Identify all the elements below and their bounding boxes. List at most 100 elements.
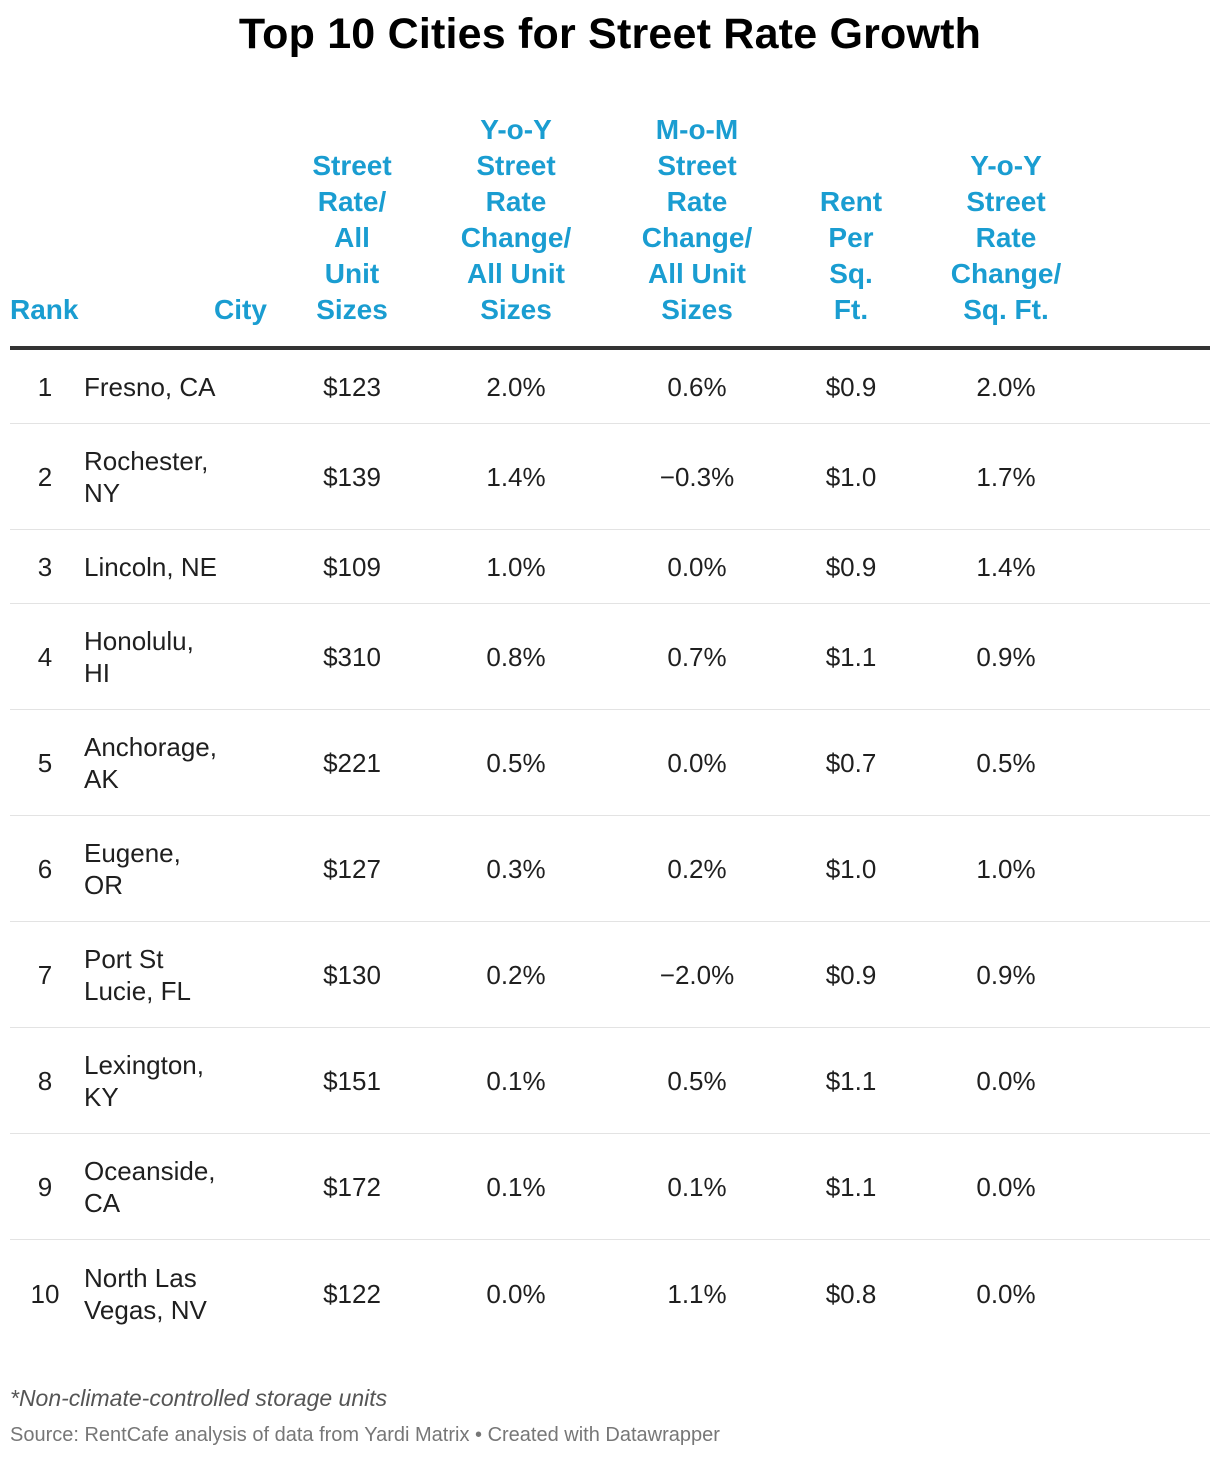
column-header-mom-all[interactable]: M-o-M Street Rate Change/All Unit Sizes (606, 112, 788, 350)
column-header-rent-sqft[interactable]: Rent Per Sq. Ft. (788, 112, 914, 350)
column-header-storage-cut[interactable]: SStoSqPCa (1098, 112, 1210, 350)
street-rate-cell: $139 (278, 423, 426, 530)
rank-cell: 6 (10, 815, 80, 922)
street-rate-cell: $122 (323, 1278, 381, 1309)
yoy-sqft-cell: 0.0% (976, 1278, 1036, 1309)
street-rate-cell: $123 (278, 348, 426, 424)
header-line: Street (312, 150, 392, 181)
yoy-sqft-cell: 0.0% (914, 1027, 1098, 1134)
yoy-sqft-cell: 0.9% (914, 921, 1098, 1028)
header-line: Rate (485, 186, 547, 217)
header-line: Sq. (829, 258, 873, 289)
header-line: Change/ (460, 222, 572, 253)
rank-cell: 3 (10, 529, 80, 604)
header-line: All (334, 222, 370, 253)
yoy-sqft-cell: 0.0% (914, 1133, 1098, 1240)
street-rate-cell: $130 (278, 921, 426, 1028)
mom-all-cell: 0.6% (606, 348, 788, 424)
header-line: Rate/ (317, 186, 387, 217)
rent-sqft-cell: $0.9 (788, 348, 914, 424)
header-line: Street (966, 186, 1046, 217)
header-line: City (214, 294, 267, 325)
yoy-sqft-cell: 0.5% (914, 709, 1098, 816)
street-rate-cell: $221 (278, 709, 426, 816)
street-rate-cell: $127 (278, 815, 426, 922)
yoy-all-cell: 0.5% (426, 709, 606, 816)
rank-cell: 9 (10, 1133, 80, 1240)
mom-all-cell: 0.0% (606, 709, 788, 816)
yoy-all-cell: 0.0% (486, 1278, 546, 1309)
header-row: Rank City Street Rate/All Unit Sizes Y-o-Y S… (10, 112, 1210, 350)
yoy-all-cell: 0.1% (426, 1027, 606, 1134)
header-line: Street (476, 150, 556, 181)
column-header-street-rate[interactable]: Street Rate/All Unit Sizes (278, 112, 426, 350)
rent-sqft-cell: $1.0 (788, 815, 914, 922)
yoy-all-cell: 1.4% (426, 423, 606, 530)
header-line: Rate (975, 222, 1037, 253)
header-line: All Unit (648, 258, 746, 289)
yoy-sqft-cell: 1.4% (914, 529, 1098, 604)
rent-sqft-cell: $0.9 (788, 529, 914, 604)
storage-cut-cell: 6 (1098, 529, 1210, 604)
city-cell: Anchorage, AK (80, 709, 278, 816)
yoy-all-cell: 1.0% (426, 529, 606, 604)
street-rate-cell: $109 (278, 529, 426, 604)
city-cell: Port St Lucie, FL (80, 921, 278, 1028)
storage-cut-cell: 7 (1098, 815, 1210, 922)
city-cell: Fresno, CA (80, 348, 278, 424)
column-header-yoy-all[interactable]: Y-o-Y Street Rate Change/All Unit Sizes (426, 112, 606, 350)
header-line: Per (828, 222, 874, 253)
footnote: *Non-climate-controlled storage units (10, 1385, 388, 1411)
rank-cell: 8 (10, 1027, 80, 1134)
storage-cut-cell: 4 (1098, 921, 1210, 1028)
city-cell: Lincoln, NE (80, 529, 278, 604)
yoy-all-cell: 0.2% (426, 921, 606, 1028)
yoy-all-cell: 0.8% (426, 603, 606, 710)
street-rate-cell: $172 (278, 1133, 426, 1240)
mom-all-cell: 0.2% (606, 815, 788, 922)
header-line: Rate (666, 186, 728, 217)
mom-all-cell: 0.5% (606, 1027, 788, 1134)
yoy-sqft-cell: 2.0% (914, 348, 1098, 424)
yoy-sqft-cell: 1.7% (914, 423, 1098, 530)
mom-all-cell: 0.1% (606, 1133, 788, 1240)
street-rate-cell: $151 (278, 1027, 426, 1134)
header-line: Sizes (316, 294, 388, 325)
header-line: Change/ (641, 222, 753, 253)
rank-cell: 1 (10, 348, 80, 424)
header-line: Rank (10, 294, 79, 325)
yoy-sqft-cell: 1.0% (914, 815, 1098, 922)
column-header-yoy-sqft[interactable]: Y-o-Y Street Rate Change/Sq. Ft. (914, 112, 1098, 350)
city-cell: Rochester, NY (80, 423, 278, 530)
table-row: 10 North Las Vegas, NV $122 0.0% 1.1% $0.8 0.0%… (10, 1240, 1210, 1348)
rank-cell: 5 (10, 709, 80, 816)
data-table: Rank City Street Rate/All Unit Sizes Y-o-Y S… (10, 112, 1210, 1347)
header-line: All Unit (467, 258, 565, 289)
source-credit: Source: RentCafe analysis of data from Y… (10, 1424, 720, 1446)
header-line: Rent (819, 186, 883, 217)
header-line: Y-o-Y (970, 150, 1042, 181)
column-header-city[interactable]: City (80, 112, 278, 350)
city-cell: Eugene, OR (80, 815, 278, 922)
mom-all-cell: 1.1% (667, 1278, 727, 1309)
storage-cut-cell: 6 (1098, 709, 1210, 816)
rank-cell: 2 (10, 423, 80, 530)
column-header-rank[interactable]: Rank (10, 112, 80, 350)
rent-sqft-cell: $0.8 (825, 1278, 877, 1309)
mom-all-cell: 0.0% (606, 529, 788, 604)
storage-cut-cell: 3 (1098, 423, 1210, 530)
header-line: Y-o-Y (480, 114, 552, 145)
storage-cut-cell: 4 (1098, 1240, 1210, 1348)
city-cell: Oceanside, CA (80, 1133, 278, 1240)
table-container[interactable]: Rank City Street Rate/All Unit Sizes Y-o-Y S… (10, 112, 1210, 1352)
header-line: Sizes (661, 294, 733, 325)
